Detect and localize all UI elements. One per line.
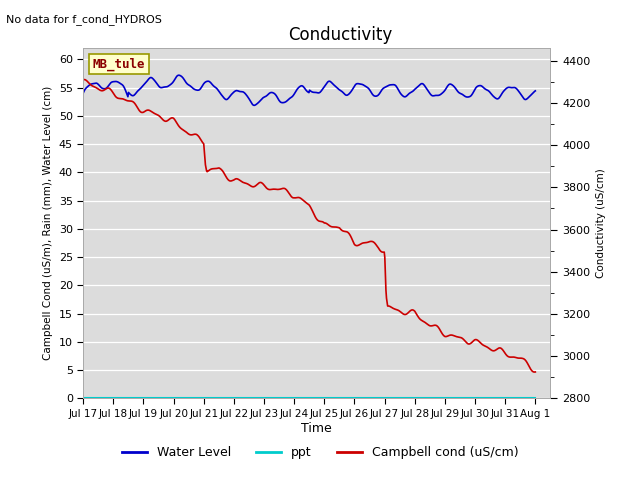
Y-axis label: Campbell Cond (uS/m), Rain (mm), Water Level (cm): Campbell Cond (uS/m), Rain (mm), Water L… [43, 86, 53, 360]
Text: No data for f_cond_HYDROS: No data for f_cond_HYDROS [6, 14, 163, 25]
Legend: Water Level, ppt, Campbell cond (uS/cm): Water Level, ppt, Campbell cond (uS/cm) [116, 441, 524, 464]
Title: Conductivity: Conductivity [288, 25, 392, 44]
Y-axis label: Conductivity (uS/cm): Conductivity (uS/cm) [596, 168, 606, 278]
Text: MB_tule: MB_tule [93, 57, 145, 71]
X-axis label: Time: Time [301, 421, 332, 434]
